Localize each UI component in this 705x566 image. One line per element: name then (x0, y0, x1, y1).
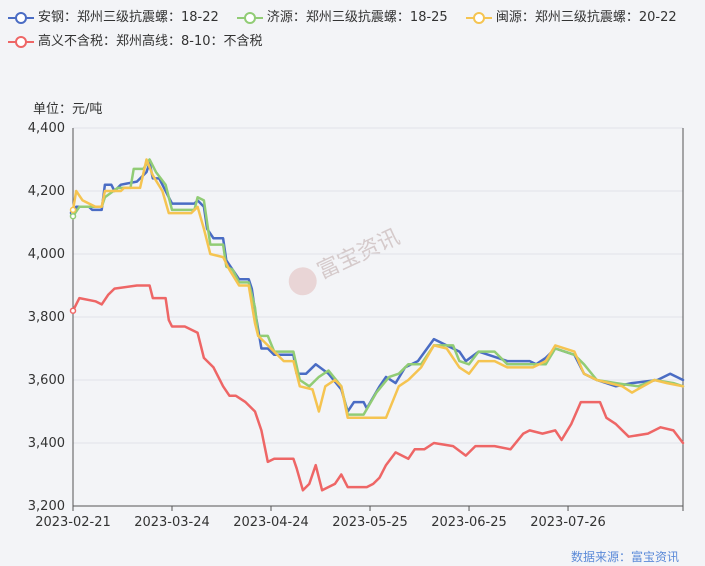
legend-marker-icon (8, 12, 34, 24)
legend-label: 高义不含税：郑州高线：8-10：不含税 (38, 34, 263, 49)
series-line-3[interactable] (71, 284, 685, 492)
x-tick-label: 2023-02-21 (35, 515, 111, 530)
x-tick-label: 2023-04-24 (233, 515, 309, 530)
y-tick-label: 3,800 (28, 310, 65, 325)
series-start-point-2 (69, 206, 77, 214)
y-axis-labels: 3,200 3,400 3,600 3,800 4,000 4,200 4,400 (28, 121, 65, 514)
legend-label: 闽源：郑州三级抗震螺：20-22 (495, 10, 677, 25)
series-start-point-3 (69, 307, 77, 314)
legend-item-angang[interactable]: 安钢：郑州三级抗震螺：18-22 (8, 6, 219, 31)
y-tick-label: 3,600 (28, 373, 65, 388)
x-axis-labels: 2023-02-21 2023-03-24 2023-04-24 2023-05-25… (35, 515, 606, 530)
unit-label: 单位：元/吨 (33, 102, 103, 117)
series-line-1[interactable] (71, 158, 685, 416)
legend-marker-icon (8, 36, 34, 48)
axes (72, 128, 684, 511)
series-lines (69, 158, 685, 492)
series-line-0[interactable] (71, 161, 685, 413)
series-line-2[interactable] (71, 158, 685, 420)
x-tick-label: 2023-06-25 (431, 515, 507, 530)
legend-item-jiyuan[interactable]: 济源：郑州三级抗震螺：18-25 (236, 6, 448, 31)
legend-row-1: 安钢：郑州三级抗震螺：18-22 济源：郑州三级抗震螺：18-25 闽源：郑州三… (8, 6, 705, 30)
y-tick-label: 4,000 (28, 247, 65, 262)
legend-row-2: 高义不含税：郑州高线：8-10：不含税 (8, 30, 705, 54)
legend-item-gaoyi[interactable]: 高义不含税：郑州高线：8-10：不含税 (8, 30, 263, 55)
legend-marker-icon (236, 12, 263, 24)
legend-label: 安钢：郑州三级抗震螺：18-22 (38, 10, 219, 25)
x-tick-label: 2023-05-25 (332, 515, 408, 530)
grid-lines (73, 127, 683, 444)
x-tick-label: 2023-03-24 (134, 515, 210, 530)
y-tick-label: 3,400 (28, 436, 65, 451)
legend-marker-icon (465, 12, 492, 24)
x-tick-label: 2023-07-26 (530, 515, 606, 530)
y-tick-label: 4,400 (28, 121, 65, 136)
legend-item-minyuan[interactable]: 闽源：郑州三级抗震螺：20-22 (465, 6, 677, 31)
legend: 安钢：郑州三级抗震螺：18-22 济源：郑州三级抗震螺：18-25 闽源：郑州三… (8, 6, 705, 54)
series-start-point-1 (69, 212, 77, 220)
data-source: 数据来源：富宝资讯 (570, 550, 679, 564)
y-tick-label: 3,200 (28, 499, 65, 514)
y-tick-label: 4,200 (28, 184, 65, 199)
legend-label: 济源：郑州三级抗震螺：18-25 (266, 10, 448, 25)
